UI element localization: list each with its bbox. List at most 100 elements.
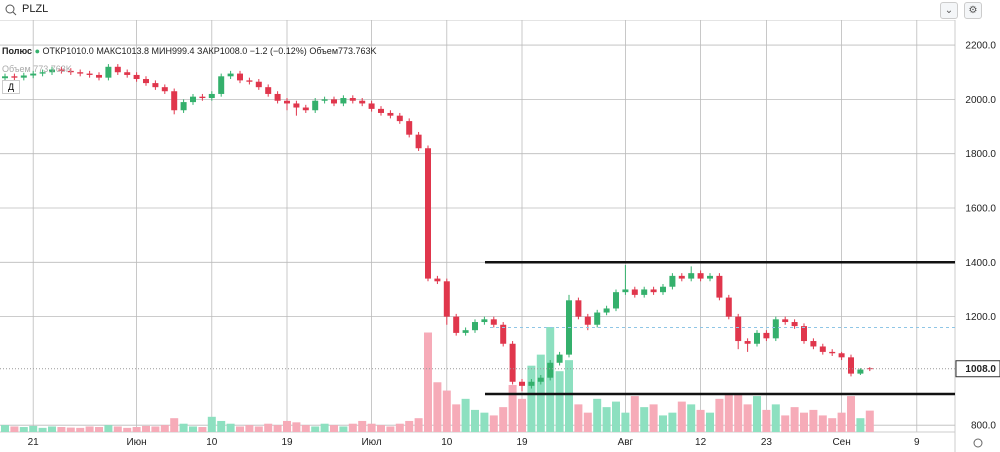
candle-body <box>227 73 234 77</box>
volume-bar <box>395 423 404 432</box>
volume-bar <box>38 427 47 432</box>
candle-body <box>124 72 131 75</box>
candle-body <box>237 73 243 81</box>
candle-body <box>378 108 384 113</box>
volume-bar <box>142 425 150 432</box>
y-tick-label: 1400.0 <box>965 258 996 269</box>
volume-bar <box>452 404 461 432</box>
volume-bar <box>837 412 846 432</box>
candle-body <box>866 368 873 370</box>
volume-bar <box>433 382 442 432</box>
y-tick-label: 800.0 <box>971 421 996 432</box>
candle-body <box>77 72 84 74</box>
x-tick-label: 12 <box>695 437 707 448</box>
volume-bar <box>612 401 620 432</box>
x-tick-label: Сен <box>832 437 850 448</box>
candle-body <box>30 73 37 76</box>
period-button[interactable]: Д <box>2 80 20 94</box>
candle-body <box>735 316 742 342</box>
volume-bar <box>405 420 414 432</box>
candle-body <box>218 76 225 94</box>
volume-bar <box>245 425 254 432</box>
label: ЗАКР <box>197 46 220 56</box>
value: 1010.0 <box>66 46 94 56</box>
candle-body <box>246 80 253 82</box>
x-tick-label: 10 <box>206 437 218 448</box>
x-tick-label: 9 <box>914 437 920 448</box>
candle-body <box>284 100 290 104</box>
volume-bar <box>348 423 357 432</box>
candle-body <box>716 275 723 298</box>
candle-body <box>105 66 112 78</box>
volume-bar <box>696 409 705 432</box>
candle-body <box>114 66 121 73</box>
y-tick-label: 1800.0 <box>965 149 996 160</box>
volume-bar <box>113 426 122 432</box>
volume-bar <box>687 404 696 432</box>
search-icon[interactable] <box>4 3 18 17</box>
settings-icon[interactable] <box>973 438 983 448</box>
volume-bar <box>236 426 244 432</box>
volume-bar <box>170 418 179 432</box>
volume-bar <box>283 420 291 432</box>
candle-body <box>669 275 676 287</box>
volume-bar <box>217 420 226 432</box>
candle-body <box>500 324 507 344</box>
volume-bar <box>301 425 310 432</box>
volume-bar <box>480 412 489 432</box>
volume-bar <box>640 407 649 432</box>
volume-bar <box>160 425 169 432</box>
candle-body <box>519 381 525 386</box>
candle-body <box>331 99 337 104</box>
candle-body <box>697 273 704 279</box>
candle-body <box>801 326 807 342</box>
volume-bar <box>48 426 56 432</box>
volume-bar <box>809 409 818 432</box>
candle-body <box>340 98 347 104</box>
volume-bar <box>198 427 207 432</box>
value: 999.4 <box>171 46 195 56</box>
candle-body <box>547 362 554 378</box>
value: 773.763K <box>33 64 72 74</box>
volume-bar <box>555 371 564 432</box>
volume-bar <box>762 409 771 432</box>
candle-body <box>2 76 8 79</box>
candle-body <box>434 278 441 282</box>
label: ОТКР <box>42 46 67 56</box>
label: МИН <box>151 46 172 56</box>
y-tick-label: 1200.0 <box>965 312 996 323</box>
candle-body <box>631 289 638 295</box>
label: Объем <box>309 46 339 56</box>
price-badge-label: 1008.0 <box>965 364 996 375</box>
candle-body <box>171 91 178 111</box>
volume-bar <box>818 415 827 432</box>
candle-body <box>575 300 582 317</box>
candle-body <box>622 289 629 293</box>
candle-body <box>49 69 55 73</box>
candle-body <box>415 134 422 149</box>
candle-body <box>20 75 27 78</box>
volume-bar <box>602 407 611 432</box>
volume-bar <box>659 415 667 432</box>
dropdown[interactable]: ⌄ <box>940 2 958 19</box>
volume-bar <box>743 404 752 432</box>
x-tick-label: 10 <box>441 437 453 448</box>
volume-bar <box>414 418 423 432</box>
symbol[interactable]: PLZL <box>22 3 49 15</box>
candle-body <box>462 330 469 333</box>
volume-bar <box>800 412 808 432</box>
volume-bar <box>254 426 263 432</box>
candle-body <box>39 72 46 74</box>
candle-body <box>725 297 732 317</box>
volume-bar <box>320 423 329 432</box>
settings[interactable]: ⚙ <box>964 2 982 19</box>
volume-bar <box>677 401 686 432</box>
volume-bar <box>226 423 235 432</box>
candle-body <box>537 377 544 382</box>
volume-bar <box>771 404 780 432</box>
volume-bar <box>330 425 338 432</box>
volume-bar <box>706 412 714 432</box>
candle-body <box>293 103 300 108</box>
